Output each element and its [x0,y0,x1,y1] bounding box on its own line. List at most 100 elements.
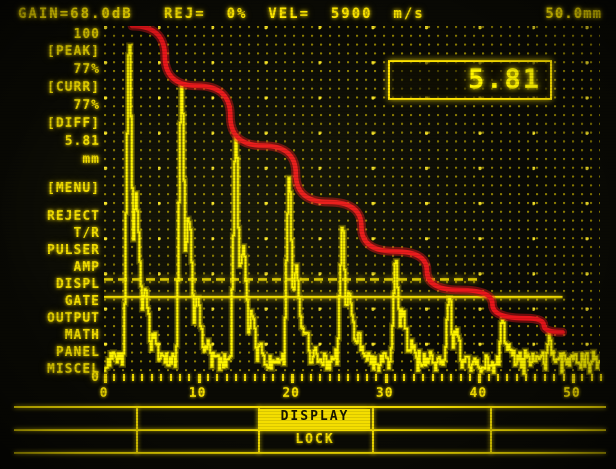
x-tick [450,374,453,381]
status-bar-rule-1 [14,429,606,431]
x-tick [319,374,322,381]
status-cell-bottom-1[interactable] [138,432,256,452]
x-tick [197,374,201,383]
menu-item-pulser[interactable]: PULSER [47,243,100,258]
diff-bracket: [DIFF] [47,116,100,131]
diff-value: 5.81 [64,134,100,149]
x-tick [366,374,369,381]
menu-item-reject[interactable]: REJECT [47,209,100,224]
menu-item-output[interactable]: OUTPUT [47,311,100,326]
peak-value: 77% [73,62,100,77]
x-tick-label-50: 50 [563,386,581,401]
x-tick [356,374,359,381]
x-tick [225,374,228,381]
status-bar-rule-2 [14,452,606,454]
menu-item-gate[interactable]: GATE [64,294,100,309]
peak-bracket: [PEAK] [47,44,100,59]
menu-title[interactable]: [MENU] [47,181,100,196]
x-tick [497,374,500,381]
x-tick [581,374,584,381]
x-tick [422,374,425,381]
x-tick [309,374,312,381]
x-tick [281,374,284,381]
x-tick [403,374,406,381]
menu-item-panel[interactable]: PANEL [55,345,100,360]
x-tick [459,374,462,381]
x-tick [160,374,163,381]
x-axis-labels: 0 10 20 30 40 50 [100,386,600,402]
header-range-label: 50.0mm [545,6,602,22]
x-tick [590,374,593,381]
x-tick [132,374,135,381]
x-tick [216,374,219,381]
menu-item-math[interactable]: MATH [64,328,100,343]
status-cell-top-1[interactable] [138,409,256,429]
diff-unit: mm [82,152,100,167]
status-bar: DISPLAY LOCK [14,406,606,454]
status-bar-rule-0 [14,406,606,408]
x-tick [347,374,350,381]
x-tick [478,374,482,383]
status-cell-top-0[interactable] [16,409,134,429]
x-tick [244,374,247,381]
x-tick [206,374,209,381]
x-tick [375,374,378,381]
status-cell-bottom-4[interactable] [492,432,604,452]
x-tick [506,374,509,381]
x-tick-label-40: 40 [469,386,488,401]
x-tick-label-20: 20 [282,386,300,401]
x-tick [291,374,295,383]
status-cell-top-3[interactable] [374,409,488,429]
x-tick [562,374,565,381]
menu-item-amp[interactable]: AMP [73,260,100,275]
status-cell-bottom-3[interactable] [374,432,488,452]
status-cell-bottom-0[interactable] [16,432,134,452]
header-settings-line: GAIN=68.0dB REJ= 0% VEL= 5900 m/s [18,6,425,22]
menu-item-tr[interactable]: T/R [73,226,100,241]
curr-value: 77% [73,98,100,113]
x-tick [337,374,340,381]
x-tick [384,374,388,383]
x-tick-label-0: 0 [99,386,109,401]
x-tick [104,374,107,383]
status-cell-top-4[interactable] [492,409,604,429]
x-tick [525,374,528,381]
x-tick [122,374,125,381]
x-tick [543,374,546,381]
x-tick [141,374,144,381]
x-tick [178,374,181,381]
x-tick [188,374,191,381]
x-tick [272,374,275,381]
status-cell-top-2[interactable]: DISPLAY [260,409,370,429]
measurement-readout-box[interactable]: 5.81 [388,60,552,100]
x-tick [600,374,602,381]
x-tick [487,374,490,381]
x-axis-ticks [104,374,602,384]
menu-item-displ[interactable]: DISPL [55,277,100,292]
x-tick [412,374,415,381]
x-tick [468,374,471,381]
x-tick [394,374,397,381]
x-tick [235,374,238,381]
x-tick [113,374,116,381]
y-axis-top-label: 100 [73,27,100,42]
x-tick [328,374,331,381]
x-tick-label-10: 10 [188,386,207,401]
curr-bracket: [CURR] [47,80,100,95]
y-axis-bottom-label: 0 [91,370,100,385]
x-tick [515,374,518,381]
x-tick [253,374,256,381]
x-tick [300,374,303,381]
x-tick [440,374,443,381]
x-tick [263,374,266,381]
x-tick [553,374,556,381]
x-tick [169,374,172,381]
x-tick-label-30: 30 [375,386,394,401]
x-tick [431,374,434,381]
x-tick [150,374,153,381]
status-cell-bottom-2[interactable]: LOCK [295,432,335,447]
x-tick [571,374,575,383]
measurement-readout-value: 5.81 [467,64,541,95]
x-tick [534,374,537,381]
